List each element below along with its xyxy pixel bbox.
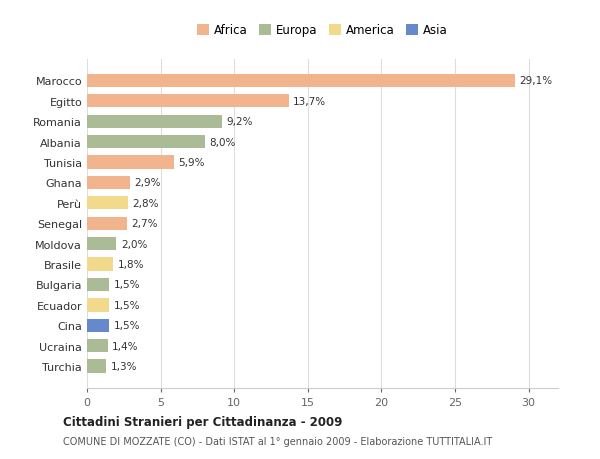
Bar <box>87 115 223 129</box>
Bar <box>87 197 128 210</box>
Bar <box>87 237 116 251</box>
Bar <box>87 217 127 230</box>
Bar <box>87 278 109 291</box>
Text: 8,0%: 8,0% <box>209 137 236 147</box>
Text: 29,1%: 29,1% <box>520 76 553 86</box>
Bar <box>87 258 113 271</box>
Text: 2,8%: 2,8% <box>133 198 159 208</box>
Text: 2,9%: 2,9% <box>134 178 161 188</box>
Text: 1,5%: 1,5% <box>113 300 140 310</box>
Bar <box>87 319 109 332</box>
Text: COMUNE DI MOZZATE (CO) - Dati ISTAT al 1° gennaio 2009 - Elaborazione TUTTITALIA: COMUNE DI MOZZATE (CO) - Dati ISTAT al 1… <box>63 436 492 446</box>
Text: 2,0%: 2,0% <box>121 239 147 249</box>
Text: 2,7%: 2,7% <box>131 219 158 229</box>
Text: 1,3%: 1,3% <box>110 361 137 371</box>
Bar <box>87 95 289 108</box>
Text: Cittadini Stranieri per Cittadinanza - 2009: Cittadini Stranieri per Cittadinanza - 2… <box>63 415 343 428</box>
Bar <box>87 136 205 149</box>
Text: 1,8%: 1,8% <box>118 259 145 269</box>
Bar <box>87 74 515 88</box>
Legend: Africa, Europa, America, Asia: Africa, Europa, America, Asia <box>193 20 452 42</box>
Text: 9,2%: 9,2% <box>227 117 253 127</box>
Text: 13,7%: 13,7% <box>293 96 326 106</box>
Text: 5,9%: 5,9% <box>178 158 205 168</box>
Bar <box>87 176 130 190</box>
Bar <box>87 299 109 312</box>
Bar <box>87 339 107 353</box>
Text: 1,5%: 1,5% <box>113 320 140 330</box>
Bar <box>87 156 174 169</box>
Text: 1,5%: 1,5% <box>113 280 140 290</box>
Text: 1,4%: 1,4% <box>112 341 139 351</box>
Bar <box>87 360 106 373</box>
